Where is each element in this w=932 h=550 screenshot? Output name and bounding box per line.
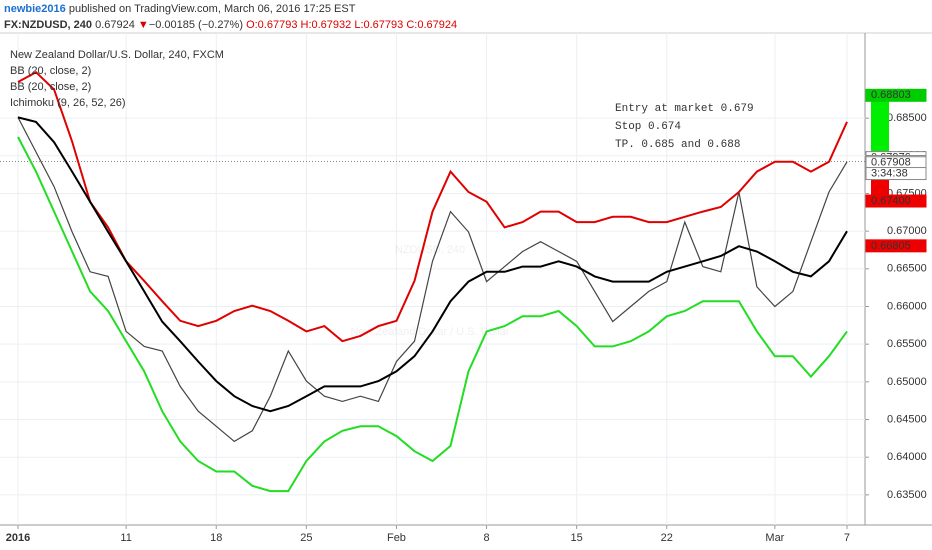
x-tick-label: 25 bbox=[300, 532, 312, 544]
annotation-text: Entry at market 0.679 bbox=[615, 103, 754, 115]
y-tick-label: 0.64500 bbox=[887, 413, 927, 425]
axes: 0.63500 0.64000 0.64500 0.65000 0.65500 0.660… bbox=[6, 88, 927, 544]
ohlc: H:0.67932 bbox=[301, 19, 352, 31]
arrow: ▼ bbox=[138, 19, 149, 31]
grid bbox=[0, 33, 865, 525]
x-tick-label: Mar bbox=[765, 532, 784, 544]
y-tick-label: 0.63500 bbox=[887, 489, 927, 501]
symbol: FX:NZDUSD, 240 bbox=[4, 19, 92, 31]
ohlc: L:0.67793 bbox=[354, 19, 403, 31]
price-label-box bbox=[865, 194, 927, 208]
plot bbox=[0, 70, 865, 493]
x-tick-label: 11 bbox=[120, 532, 131, 544]
published: published on TradingView.com, March 06, … bbox=[69, 3, 356, 15]
y-tick-label: 0.65000 bbox=[887, 376, 927, 388]
y-tick-label: 0.66000 bbox=[887, 300, 927, 312]
countdown: 3:34:38 bbox=[871, 167, 908, 179]
x-tick-label: 15 bbox=[571, 532, 583, 544]
annotation: Entry at market 0.679 Stop 0.674 TP. 0.685… bbox=[615, 103, 754, 151]
series-line bbox=[17, 136, 848, 493]
x-tick-label: 22 bbox=[661, 532, 673, 544]
countdown-box bbox=[865, 167, 927, 181]
ohlc: O:0.67793 bbox=[246, 19, 297, 31]
last: 0.67924 bbox=[95, 19, 135, 31]
price-label: 0.66805 bbox=[871, 240, 911, 252]
header-line-2: FX:NZDUSD, 240 0.67924 ▼−0.00185 (−0.27%… bbox=[4, 19, 457, 31]
zone bbox=[871, 95, 889, 164]
annotation-text: Stop 0.674 bbox=[615, 121, 681, 133]
price-label: 0.67908 bbox=[871, 157, 911, 169]
legend-entry: Ichimoku (9, 26, 52, 26) bbox=[10, 97, 126, 109]
price-label: 0.68803 bbox=[871, 89, 911, 101]
watermark: New Zealand Dollar / U.S. Dollar bbox=[351, 326, 510, 338]
y-tick-label: 0.67000 bbox=[887, 225, 927, 237]
x-tick-label: 2016 bbox=[6, 532, 30, 544]
watermark: NZDUSD, 240 bbox=[395, 244, 465, 256]
legend-entry: BB (20, close, 2) bbox=[10, 81, 91, 93]
x-tick-label: 18 bbox=[210, 532, 222, 544]
annotation-text: TP. 0.685 and 0.688 bbox=[615, 139, 740, 151]
y-tick-label: 0.68500 bbox=[887, 112, 927, 124]
header-line-1: newbie2016 published on TradingView.com,… bbox=[4, 3, 356, 15]
series-line bbox=[17, 70, 848, 343]
price-label: 0.67400 bbox=[871, 195, 911, 207]
y-tick-label: 0.65500 bbox=[887, 338, 927, 350]
y-tick-label: 0.64000 bbox=[887, 451, 927, 463]
legend-entry: New Zealand Dollar/U.S. Dollar, 240, FXC… bbox=[10, 49, 224, 61]
x-tick-label: Feb bbox=[387, 532, 406, 544]
legend-entry: BB (20, close, 2) bbox=[10, 65, 91, 77]
x-tick-label: 7 bbox=[844, 532, 850, 544]
price-label-box bbox=[865, 239, 927, 253]
change: −0.00185 (−0.27%) bbox=[149, 19, 243, 31]
y-tick-label: 0.66500 bbox=[887, 263, 927, 275]
x-tick-label: 8 bbox=[484, 532, 490, 544]
series-line bbox=[17, 117, 848, 443]
series-line bbox=[17, 116, 848, 413]
user: newbie2016 bbox=[4, 3, 66, 15]
ohlc: C:0.67924 bbox=[406, 19, 457, 31]
price-label-box bbox=[865, 88, 927, 102]
legend: New Zealand Dollar/U.S. Dollar, 240, FXC… bbox=[10, 49, 224, 109]
